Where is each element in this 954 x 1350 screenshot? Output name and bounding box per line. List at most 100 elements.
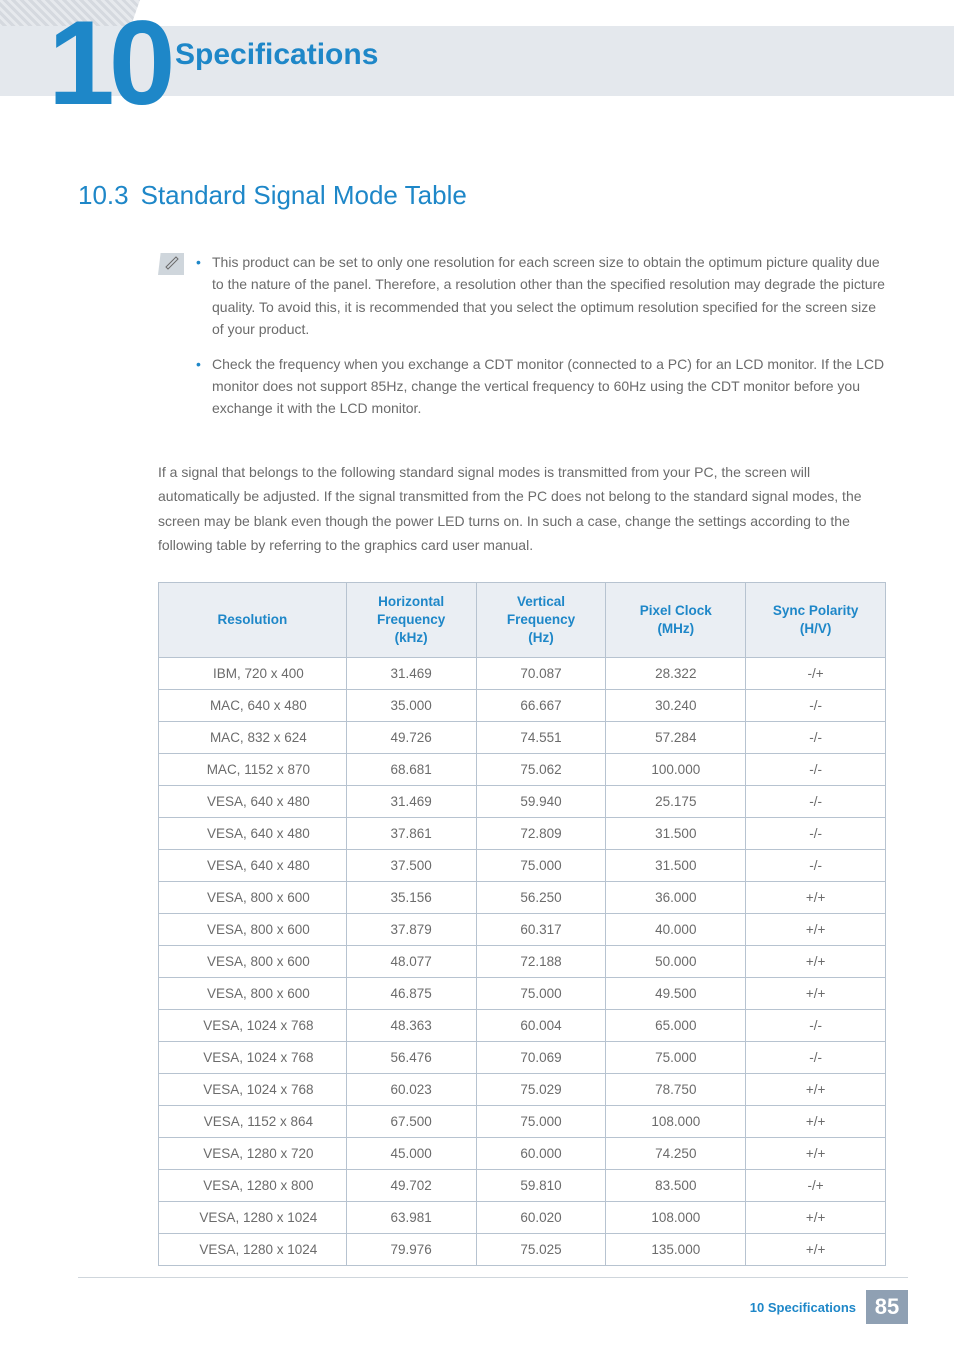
table-cell: 59.940 — [476, 786, 606, 818]
table-cell: 30.240 — [606, 690, 746, 722]
table-cell: 35.000 — [346, 690, 476, 722]
note-icon — [158, 253, 184, 275]
table-cell: 31.469 — [346, 658, 476, 690]
table-row: VESA, 1024 x 76848.36360.00465.000-/- — [159, 1010, 886, 1042]
table-cell: -/- — [746, 690, 886, 722]
table-cell: 74.551 — [476, 722, 606, 754]
table-row: VESA, 640 x 48037.50075.00031.500-/- — [159, 850, 886, 882]
page-number: 85 — [866, 1290, 908, 1324]
col-pixelclock: Pixel Clock(MHz) — [606, 582, 746, 658]
table-row: VESA, 1280 x 102463.98160.020108.000+/+ — [159, 1202, 886, 1234]
table-cell: VESA, 1024 x 768 — [159, 1074, 347, 1106]
table-cell: 50.000 — [606, 946, 746, 978]
table-cell: 37.861 — [346, 818, 476, 850]
table-cell: -/- — [746, 722, 886, 754]
table-row: VESA, 640 x 48031.46959.94025.175-/- — [159, 786, 886, 818]
table-cell: 135.000 — [606, 1234, 746, 1266]
table-cell: VESA, 1024 x 768 — [159, 1010, 347, 1042]
table-cell: 70.087 — [476, 658, 606, 690]
table-cell: 31.500 — [606, 850, 746, 882]
table-cell: -/- — [746, 1010, 886, 1042]
signal-mode-table: Resolution HorizontalFrequency(kHz) Vert… — [158, 582, 886, 1267]
table-row: MAC, 640 x 48035.00066.66730.240-/- — [159, 690, 886, 722]
bullet-icon: • — [196, 353, 212, 420]
col-vfreq: VerticalFrequency(Hz) — [476, 582, 606, 658]
table-cell: 75.029 — [476, 1074, 606, 1106]
table-cell: 57.284 — [606, 722, 746, 754]
note-item: • This product can be set to only one re… — [196, 251, 888, 341]
table-cell: 45.000 — [346, 1138, 476, 1170]
table-cell: VESA, 1024 x 768 — [159, 1042, 347, 1074]
table-cell: VESA, 800 x 600 — [159, 882, 347, 914]
table-cell: 60.004 — [476, 1010, 606, 1042]
table-cell: 66.667 — [476, 690, 606, 722]
table-cell: 75.000 — [606, 1042, 746, 1074]
table-cell: 83.500 — [606, 1170, 746, 1202]
body-paragraph: If a signal that belongs to the followin… — [158, 460, 888, 558]
table-cell: +/+ — [746, 1074, 886, 1106]
table-cell: MAC, 640 x 480 — [159, 690, 347, 722]
table-cell: -/- — [746, 1042, 886, 1074]
note-item: • Check the frequency when you exchange … — [196, 353, 888, 420]
section-number: 10.3 — [78, 180, 129, 210]
note-text: This product can be set to only one reso… — [212, 251, 888, 341]
table-cell: 75.000 — [476, 978, 606, 1010]
table-cell: 100.000 — [606, 754, 746, 786]
table-cell: 108.000 — [606, 1106, 746, 1138]
table-cell: VESA, 1280 x 1024 — [159, 1234, 347, 1266]
table-cell: 40.000 — [606, 914, 746, 946]
table-cell: 31.500 — [606, 818, 746, 850]
table-cell: +/+ — [746, 946, 886, 978]
table-cell: 74.250 — [606, 1138, 746, 1170]
page-content: 10.3Standard Signal Mode Table • This pr… — [78, 180, 888, 1266]
table-cell: 48.077 — [346, 946, 476, 978]
table-cell: 46.875 — [346, 978, 476, 1010]
table-cell: 79.976 — [346, 1234, 476, 1266]
table-cell: +/+ — [746, 1234, 886, 1266]
table-cell: 78.750 — [606, 1074, 746, 1106]
table-cell: 37.500 — [346, 850, 476, 882]
table-cell: 36.000 — [606, 882, 746, 914]
table-cell: VESA, 1280 x 720 — [159, 1138, 347, 1170]
table-cell: 67.500 — [346, 1106, 476, 1138]
table-cell: +/+ — [746, 1106, 886, 1138]
table-cell: 49.702 — [346, 1170, 476, 1202]
table-cell: 25.175 — [606, 786, 746, 818]
table-cell: -/- — [746, 818, 886, 850]
table-row: VESA, 1152 x 86467.50075.000108.000+/+ — [159, 1106, 886, 1138]
table-cell: 49.726 — [346, 722, 476, 754]
table-cell: IBM, 720 x 400 — [159, 658, 347, 690]
table-cell: 56.476 — [346, 1042, 476, 1074]
table-cell: VESA, 800 x 600 — [159, 946, 347, 978]
table-cell: -/- — [746, 786, 886, 818]
table-cell: VESA, 1280 x 1024 — [159, 1202, 347, 1234]
table-row: VESA, 1024 x 76856.47670.06975.000-/- — [159, 1042, 886, 1074]
table-row: VESA, 800 x 60037.87960.31740.000+/+ — [159, 914, 886, 946]
page-footer: 10 Specifications 85 — [750, 1290, 908, 1324]
note-text: Check the frequency when you exchange a … — [212, 353, 888, 420]
table-row: VESA, 1280 x 102479.97675.025135.000+/+ — [159, 1234, 886, 1266]
table-cell: 28.322 — [606, 658, 746, 690]
table-cell: 37.879 — [346, 914, 476, 946]
table-row: VESA, 800 x 60035.15656.25036.000+/+ — [159, 882, 886, 914]
table-cell: 65.000 — [606, 1010, 746, 1042]
section-heading: 10.3Standard Signal Mode Table — [78, 180, 888, 211]
table-cell: 31.469 — [346, 786, 476, 818]
table-cell: 60.023 — [346, 1074, 476, 1106]
table-cell: MAC, 832 x 624 — [159, 722, 347, 754]
table-cell: VESA, 1152 x 864 — [159, 1106, 347, 1138]
col-hfreq: HorizontalFrequency(kHz) — [346, 582, 476, 658]
table-cell: 35.156 — [346, 882, 476, 914]
table-cell: 70.069 — [476, 1042, 606, 1074]
table-cell: 60.000 — [476, 1138, 606, 1170]
table-row: VESA, 800 x 60048.07772.18850.000+/+ — [159, 946, 886, 978]
table-cell: +/+ — [746, 1138, 886, 1170]
table-row: VESA, 800 x 60046.87575.00049.500+/+ — [159, 978, 886, 1010]
table-cell: VESA, 800 x 600 — [159, 978, 347, 1010]
col-resolution: Resolution — [159, 582, 347, 658]
table-cell: 75.062 — [476, 754, 606, 786]
footer-rule — [78, 1277, 908, 1278]
table-cell: 72.809 — [476, 818, 606, 850]
table-row: VESA, 640 x 48037.86172.80931.500-/- — [159, 818, 886, 850]
table-row: MAC, 1152 x 87068.68175.062100.000-/- — [159, 754, 886, 786]
